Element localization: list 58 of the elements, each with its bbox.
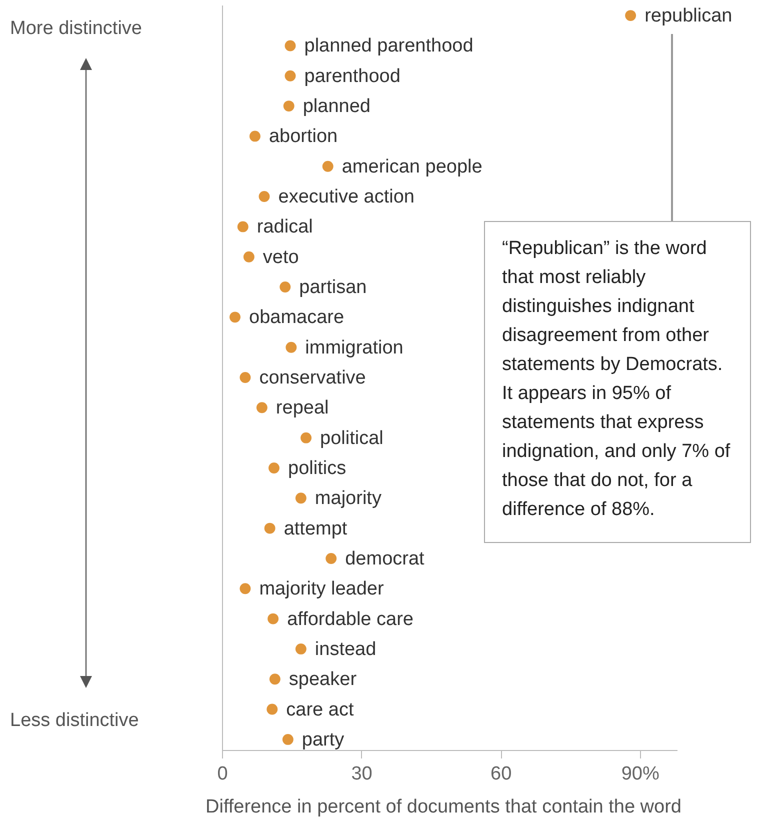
y-tick-label: majority bbox=[314, 488, 382, 510]
x-tick-label: 90% bbox=[621, 764, 660, 784]
point bbox=[300, 432, 312, 444]
y-tick-label: partisan bbox=[299, 277, 367, 298]
y-tick-label: affordable care bbox=[287, 608, 414, 630]
point bbox=[625, 10, 636, 22]
y-tick-label: veto bbox=[262, 246, 299, 268]
y-tick-label: parenthood bbox=[304, 66, 400, 87]
point bbox=[268, 613, 279, 624]
x-tick-label: 30 bbox=[351, 764, 372, 784]
point bbox=[283, 100, 294, 112]
y-tick-label: republican bbox=[644, 6, 732, 27]
y-tick-label: care act bbox=[286, 699, 354, 720]
y-tick-label: conservative bbox=[259, 368, 366, 388]
y-tick-label: political bbox=[320, 428, 384, 449]
point bbox=[322, 160, 334, 172]
point bbox=[326, 553, 337, 564]
point bbox=[284, 40, 296, 52]
point bbox=[295, 492, 306, 504]
point bbox=[243, 251, 254, 262]
point bbox=[264, 522, 276, 534]
x-axis-title: Difference in percent of documents that contain the word bbox=[206, 796, 682, 818]
y-tick-label: obamacare bbox=[249, 307, 344, 328]
point bbox=[256, 402, 268, 414]
point bbox=[284, 70, 296, 82]
y-tick-label: repeal bbox=[276, 398, 329, 419]
point bbox=[286, 342, 297, 353]
point bbox=[230, 312, 240, 323]
point bbox=[280, 282, 291, 292]
y-tick-label: instead bbox=[314, 638, 376, 660]
y-tick-label: planned parenthood bbox=[304, 36, 474, 57]
y-tick-label: planned bbox=[302, 96, 370, 118]
y-tick-label: abortion bbox=[268, 126, 338, 148]
point bbox=[268, 462, 280, 474]
point bbox=[258, 191, 270, 202]
y-tick-label: immigration bbox=[305, 337, 404, 358]
y-tick-label: party bbox=[302, 729, 345, 750]
point bbox=[249, 130, 260, 142]
text: More distinctive bbox=[10, 18, 142, 40]
y-tick-label: speaker bbox=[288, 669, 358, 690]
y-tick-label: majority leader bbox=[259, 578, 384, 600]
y-tick-label: attempt bbox=[284, 518, 348, 540]
point bbox=[269, 674, 280, 685]
y-tick-label: executive action bbox=[278, 186, 414, 208]
y-tick-label: american people bbox=[342, 156, 482, 178]
point bbox=[282, 734, 294, 745]
y-tick-label: democrat bbox=[345, 548, 426, 570]
x-tick-label: 0 bbox=[217, 764, 228, 784]
point bbox=[240, 372, 251, 383]
point bbox=[266, 704, 278, 715]
point bbox=[237, 221, 248, 232]
point bbox=[240, 583, 251, 594]
callout-box: “Republican” is the word that most reliably distinguishes indignant disagreement from other statements by Democrats. It appears in 95% of statements that express indignation, and only 7% of those that do not, for a difference of 88%. bbox=[484, 221, 751, 543]
text: Less distinctive bbox=[10, 710, 139, 732]
y-tick-label: radical bbox=[256, 216, 313, 238]
y-tick-label: politics bbox=[288, 458, 346, 479]
x-tick-label: 60 bbox=[490, 764, 512, 784]
point bbox=[295, 643, 306, 654]
